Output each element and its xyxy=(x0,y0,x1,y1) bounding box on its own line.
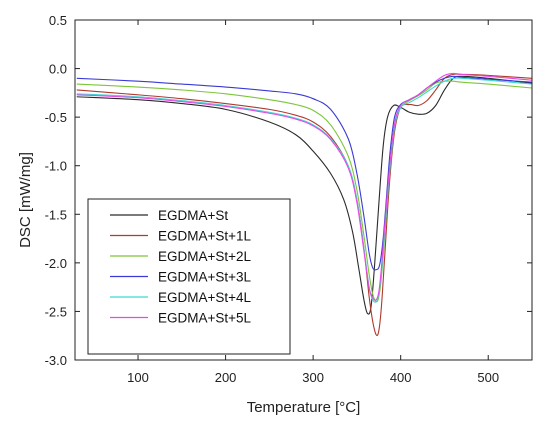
x-tick-label: 400 xyxy=(390,370,412,385)
legend-label-6: EGDMA+St+5L xyxy=(158,311,252,326)
legend: EGDMA+St EGDMA+St+1L EGDMA+St+2L EGDMA+St+3… xyxy=(87,198,291,355)
y-tick-label: -2.5 xyxy=(45,304,67,319)
x-tick-label: 500 xyxy=(477,370,499,385)
series-line-3 xyxy=(76,80,533,303)
legend-label-3: EGDMA+St+2L xyxy=(158,249,252,264)
y-tick-label: -3.0 xyxy=(45,353,67,368)
series-layer xyxy=(76,72,533,337)
y-tick-label: -1.0 xyxy=(45,159,67,174)
series-line-1 xyxy=(76,75,533,315)
y-axis-title: DSC [mW/mg] xyxy=(17,152,34,248)
x-tick-label: 300 xyxy=(302,370,324,385)
legend-label-5: EGDMA+St+4L xyxy=(158,290,252,305)
legend-label-2: EGDMA+St+1L xyxy=(158,229,252,244)
series-line-4 xyxy=(76,75,533,271)
legend-label-1: EGDMA+St xyxy=(158,208,228,223)
y-tick-label: -2.0 xyxy=(45,256,67,271)
y-tick-label: 0.0 xyxy=(49,62,67,77)
y-tick-label: 0.5 xyxy=(49,13,67,28)
plot-frame xyxy=(74,19,533,361)
x-tick-label: 100 xyxy=(127,370,149,385)
y-tick-label: -0.5 xyxy=(45,110,67,125)
y-tick-label: -1.5 xyxy=(45,207,67,222)
ticks-layer: 100 200 300 400 500 0.5 0.0 -0.5 -1.0 -1.5 -2.0 -2.… xyxy=(45,13,532,385)
x-tick-label: 200 xyxy=(215,370,237,385)
x-axis-title: Temperature [°C] xyxy=(247,399,361,416)
series-line-2 xyxy=(76,73,533,337)
series-line-6 xyxy=(76,72,533,301)
legend-label-4: EGDMA+St+3L xyxy=(158,270,252,285)
